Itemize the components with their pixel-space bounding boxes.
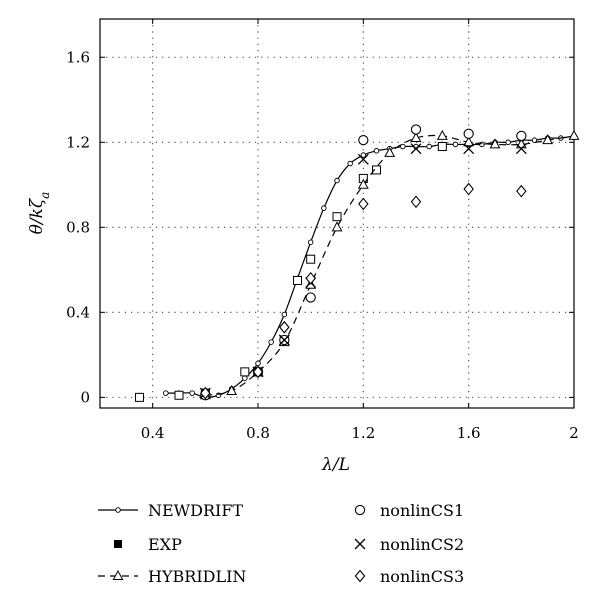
data-point xyxy=(426,143,432,150)
legend-item: EXP xyxy=(114,535,182,554)
series-exp xyxy=(135,142,447,402)
data-point xyxy=(240,367,250,377)
data-point xyxy=(357,153,369,165)
y-tick-label: 0.8 xyxy=(66,218,90,236)
y-tick-label: 0 xyxy=(80,388,90,406)
x-axis-label: λ/L xyxy=(321,455,350,475)
data-point xyxy=(321,205,327,211)
series-hybridlin xyxy=(199,129,580,400)
data-point xyxy=(531,137,538,143)
data-point xyxy=(268,339,274,345)
data-point xyxy=(400,143,406,150)
data-point xyxy=(505,139,511,146)
data-point xyxy=(306,254,316,264)
legend-label: NEWDRIFT xyxy=(148,501,243,520)
data-point xyxy=(200,386,211,400)
data-point xyxy=(135,392,144,402)
data-point xyxy=(279,320,290,334)
legend-marker xyxy=(354,504,366,516)
data-point xyxy=(489,138,501,149)
data-point xyxy=(332,212,342,222)
legend-item: NEWDRIFT xyxy=(98,501,243,520)
data-point xyxy=(372,165,381,175)
data-point xyxy=(347,160,353,167)
series-layer xyxy=(135,124,580,402)
legend: NEWDRIFT EXP HYBRIDLIN nonlinCS1 nonlinCS2 no… xyxy=(98,501,464,586)
data-point xyxy=(189,390,195,396)
x-tick-label: 1.6 xyxy=(457,424,481,442)
data-point xyxy=(384,146,396,157)
data-point xyxy=(281,311,288,318)
data-point xyxy=(278,334,290,346)
data-point xyxy=(307,239,314,245)
data-point xyxy=(463,136,475,147)
data-point xyxy=(293,275,302,285)
legend-marker xyxy=(354,569,366,583)
x-tick-label: 0.8 xyxy=(246,424,270,442)
data-point xyxy=(410,195,422,209)
data-point xyxy=(357,178,369,189)
legend-marker xyxy=(112,569,124,580)
data-point xyxy=(410,131,422,143)
data-point xyxy=(463,143,475,155)
data-point xyxy=(410,143,422,155)
data-point xyxy=(516,184,527,198)
data-point xyxy=(516,130,527,142)
data-point xyxy=(255,360,261,367)
data-point xyxy=(331,221,343,232)
data-point xyxy=(358,135,369,146)
data-point xyxy=(360,152,367,158)
data-point xyxy=(358,197,369,211)
legend-label: nonlinCS1 xyxy=(380,501,464,520)
data-point xyxy=(252,365,264,379)
series-line xyxy=(165,135,575,399)
data-point xyxy=(479,141,485,148)
plot-frame xyxy=(99,18,575,409)
legend-marker xyxy=(115,507,121,513)
series-nonlincs3 xyxy=(200,182,527,400)
series-line xyxy=(205,134,575,396)
data-point xyxy=(226,384,238,395)
legend-item: HYBRIDLIN xyxy=(98,567,246,586)
data-point xyxy=(568,129,580,140)
data-point xyxy=(373,148,380,154)
y-tick-label: 1.6 xyxy=(66,48,90,66)
x-tick-label: 0.4 xyxy=(141,424,165,442)
data-point xyxy=(515,143,527,155)
x-tick-label: 2 xyxy=(569,424,579,442)
legend-label: HYBRIDLIN xyxy=(148,567,246,586)
legend-marker xyxy=(354,538,366,550)
data-point xyxy=(437,142,447,152)
data-point xyxy=(436,129,448,140)
data-point xyxy=(163,390,169,396)
data-point xyxy=(542,134,554,145)
data-point xyxy=(463,128,474,139)
axis-ticks: 0.4 0.8 1.2 1.6 2 0 0.4 0.8 1.2 1.6 xyxy=(66,19,579,442)
data-point xyxy=(305,292,316,303)
data-point xyxy=(463,182,474,196)
data-point xyxy=(174,390,184,400)
data-point xyxy=(305,271,316,285)
legend-label: EXP xyxy=(148,535,182,554)
y-tick-label: 1.2 xyxy=(66,133,90,151)
data-point xyxy=(410,124,422,135)
legend-label: nonlinCS2 xyxy=(380,535,464,554)
legend-marker xyxy=(114,540,122,548)
data-point xyxy=(334,177,340,184)
legend-item: nonlinCS2 xyxy=(354,535,464,554)
x-tick-label: 1.2 xyxy=(351,424,375,442)
data-point xyxy=(452,141,459,148)
y-tick-label: 0.4 xyxy=(66,303,90,321)
legend-item: nonlinCS3 xyxy=(354,567,464,586)
series-nonlincs1 xyxy=(200,124,527,401)
legend-item: nonlinCS1 xyxy=(354,501,464,520)
data-point xyxy=(242,375,248,381)
series-newdrift xyxy=(163,133,577,401)
legend-label: nonlinCS3 xyxy=(380,567,464,586)
y-axis-label: θ/kζa xyxy=(27,192,52,235)
